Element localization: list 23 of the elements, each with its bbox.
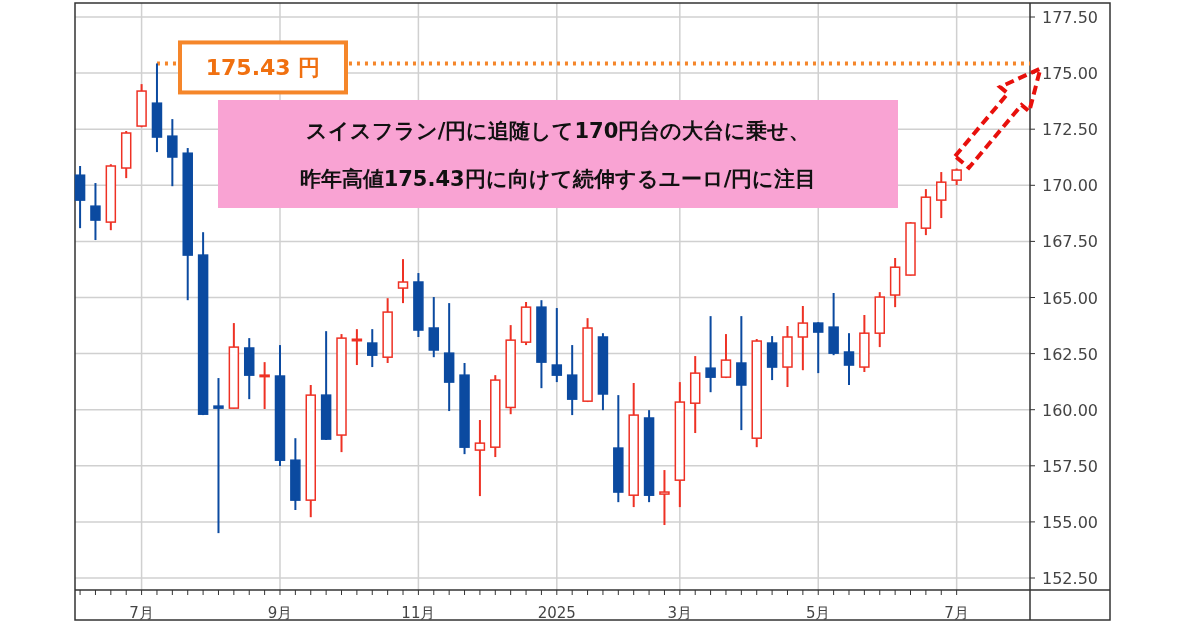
y-tick-label: 162.50 [1042,344,1098,364]
y-tick-label: 165.00 [1042,288,1098,308]
x-tick-label: 7月 [944,604,969,622]
y-tick-label: 172.50 [1042,120,1098,140]
x-tick-label: 7月 [129,604,154,622]
y-tick-label: 152.50 [1042,569,1098,588]
y-tick-label: 175.00 [1042,64,1098,84]
y-tick-label: 170.00 [1042,176,1098,196]
note: スイスフラン/円に追随して170円台の大台に乗せ、 昨年高値175.43円に向けて続伸するユーロ/円に注目 [218,100,898,208]
ref-label: 175.43 円 [178,40,348,95]
x-tick-label: 11月 [401,604,436,622]
y-tick-label: 177.50 [1042,8,1098,27]
x-tick-label: 2025 [537,604,576,622]
annotation: スイスフラン/円に追随して170円台の大台に乗せ、 [305,119,811,143]
y-tick-label: 157.50 [1042,456,1098,476]
y-tick-label: 160.00 [1042,400,1098,420]
y-tick-label: 155.00 [1042,512,1098,532]
x-tick-label: 9月 [267,604,293,622]
ref-line-label: 175.43 円 [205,55,321,81]
x-tick-label: 5月 [805,604,831,622]
x-tick-label: 3月 [667,604,693,622]
annotation: 昨年高値175.43円に向けて続伸するユーロ/円に注目 [299,167,817,191]
y-tick-label: 167.50 [1042,232,1098,252]
